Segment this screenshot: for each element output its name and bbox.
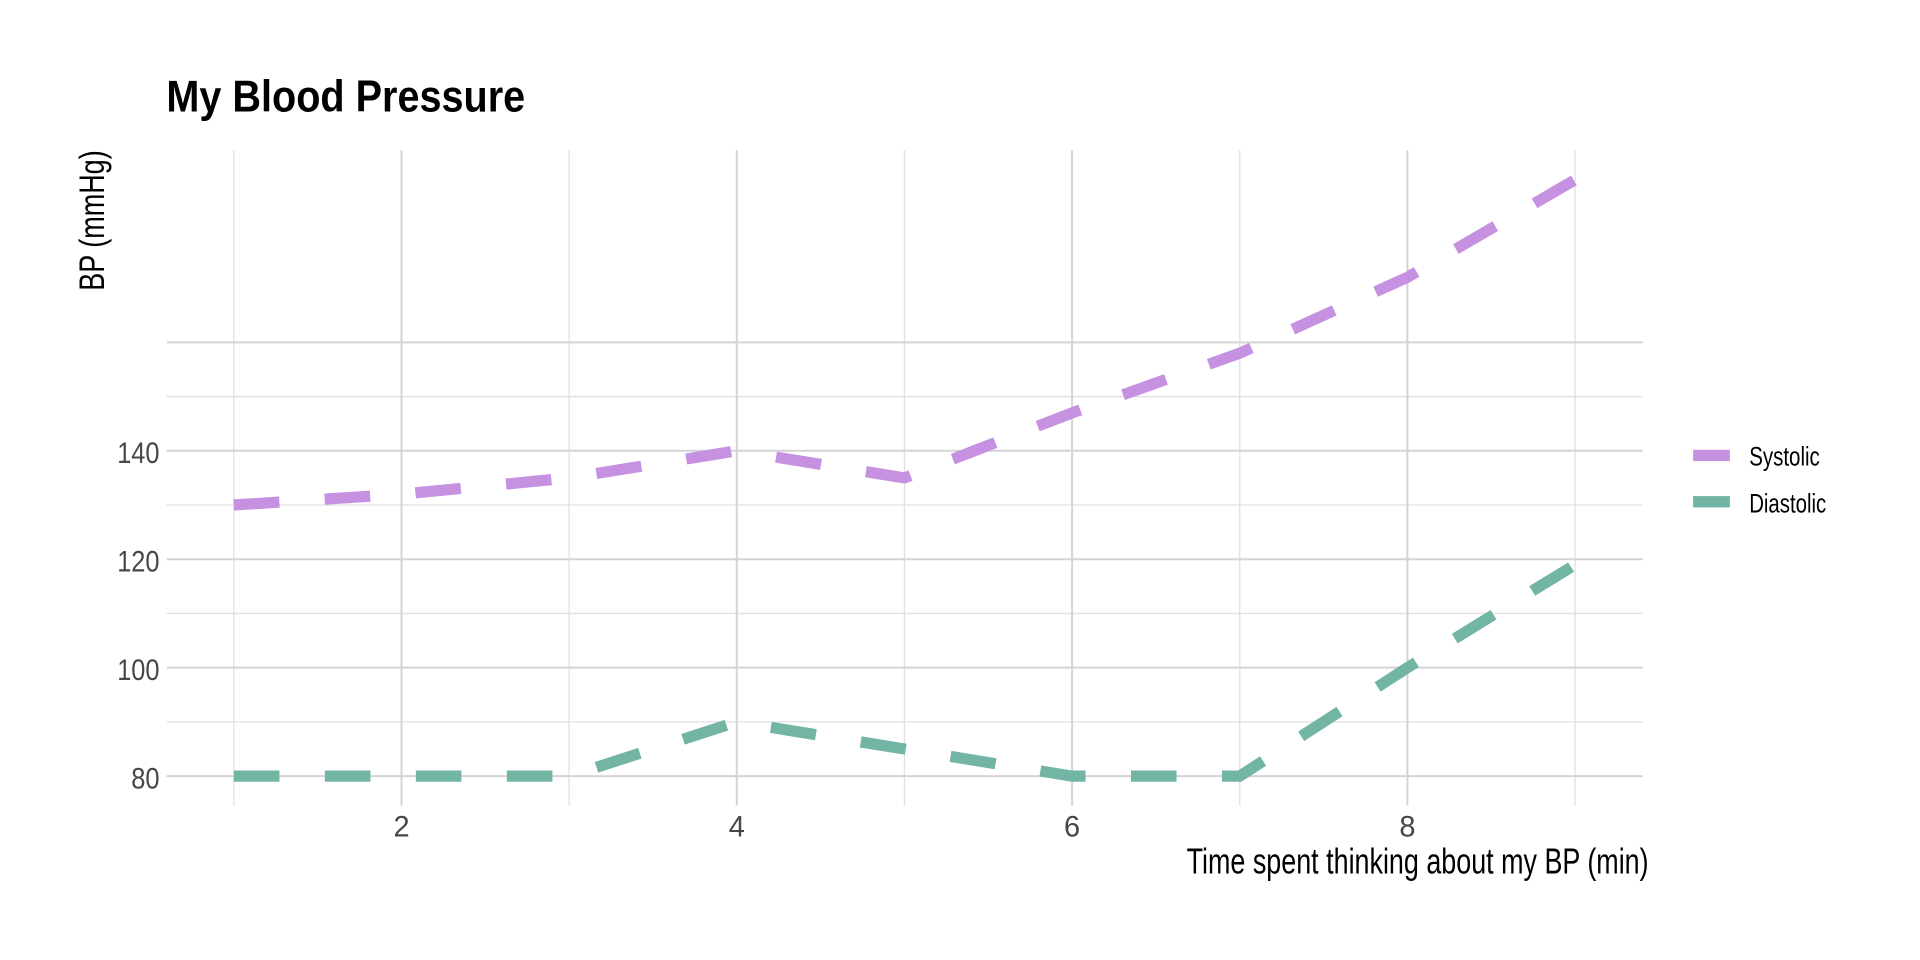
svg-text:Time spent thinking about my B: Time spent thinking about my BP (min) bbox=[1187, 841, 1649, 882]
svg-text:BP (mmHg): BP (mmHg) bbox=[73, 150, 112, 291]
svg-text:8: 8 bbox=[1399, 810, 1415, 843]
svg-text:120: 120 bbox=[117, 545, 159, 578]
svg-text:100: 100 bbox=[117, 654, 159, 687]
svg-text:2: 2 bbox=[393, 810, 409, 843]
svg-text:80: 80 bbox=[131, 762, 159, 795]
svg-text:6: 6 bbox=[1064, 810, 1080, 843]
svg-text:140: 140 bbox=[117, 437, 159, 470]
svg-text:4: 4 bbox=[729, 810, 745, 843]
svg-text:My Blood Pressure: My Blood Pressure bbox=[166, 72, 525, 121]
svg-text:Systolic: Systolic bbox=[1749, 440, 1820, 471]
svg-text:Diastolic: Diastolic bbox=[1749, 488, 1826, 519]
